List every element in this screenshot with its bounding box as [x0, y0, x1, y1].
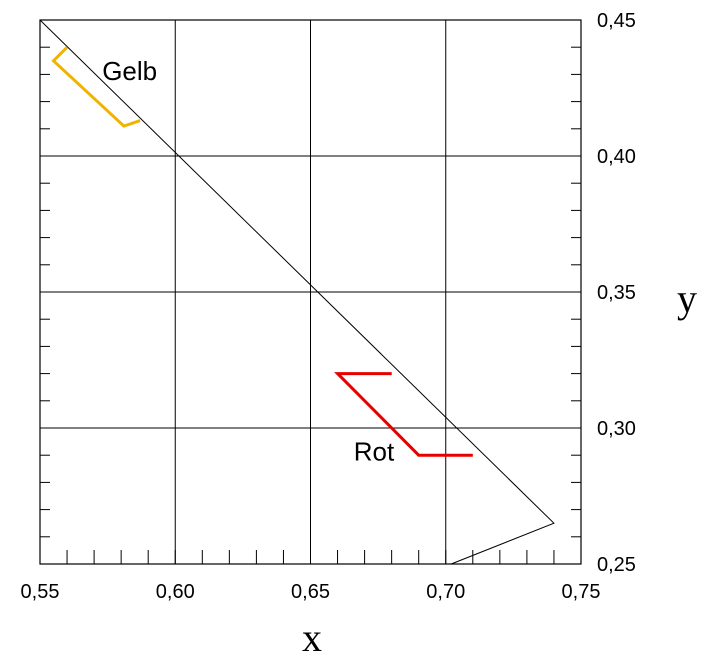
x-tick-label: 0,75: [562, 581, 601, 603]
x-tick-labels: 0,55 0,60 0,65 0,70 0,75: [21, 581, 601, 603]
plot-frame: [39, 19, 582, 565]
y-tick-label: 0,45: [597, 10, 636, 32]
minor-ticks: [40, 46, 581, 564]
x-axis-title: x: [302, 615, 322, 657]
series-label-gelb: Gelb: [102, 56, 157, 86]
x-tick-label: 0,55: [21, 581, 60, 603]
grid: [40, 20, 581, 564]
y-tick-label: 0,30: [597, 418, 636, 440]
y-axis-title: y: [677, 276, 697, 321]
x-tick-label: 0,70: [426, 581, 465, 603]
x-tick-label: 0,60: [156, 581, 195, 603]
x-tick-label: 0,65: [291, 581, 330, 603]
series-line-gelb: [51, 46, 141, 128]
gamut-boundary: [39, 19, 555, 565]
y-tick-label: 0,40: [597, 146, 636, 168]
series-group: Gelb Rot: [51, 46, 473, 467]
series-line-rot: [333, 372, 473, 457]
series-label-rot: Rot: [354, 437, 395, 467]
y-tick-labels: 0,25 0,30 0,35 0,40 0,45: [597, 10, 636, 576]
y-tick-label: 0,25: [597, 554, 636, 576]
y-tick-label: 0,35: [597, 282, 636, 304]
boundary-line: [39, 19, 555, 565]
